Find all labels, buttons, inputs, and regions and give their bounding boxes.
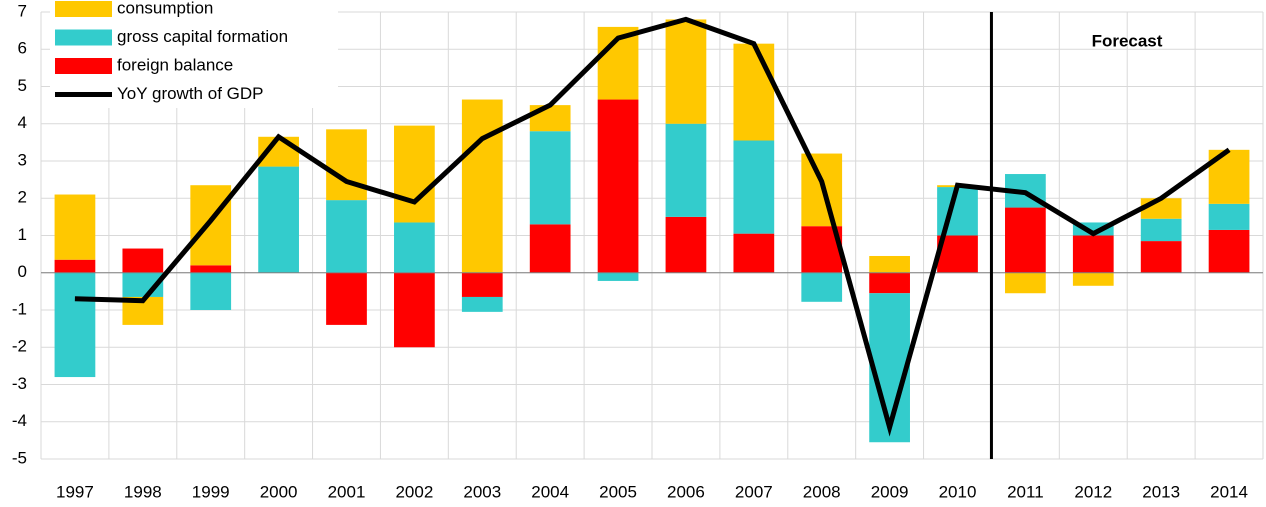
bar <box>1140 241 1182 273</box>
bar <box>326 200 367 273</box>
bar <box>461 99 503 273</box>
legend: consumption gross capital formation foreig… <box>50 0 338 108</box>
x-tick-label: 2011 <box>1007 482 1044 501</box>
annotation: Forecast <box>1092 31 1163 50</box>
bar <box>1072 272 1114 286</box>
bar <box>122 248 164 273</box>
bar <box>54 259 96 273</box>
y-tick-label: -3 <box>12 374 27 393</box>
legend-swatch <box>55 29 112 46</box>
y-tick-label: -2 <box>12 337 27 356</box>
y-tick-label: 4 <box>18 113 27 132</box>
lines <box>74 16 1231 437</box>
x-tick-label: 1998 <box>124 482 162 501</box>
x-tick-label: 1997 <box>56 482 94 501</box>
bar <box>54 194 96 260</box>
axes: -5 -4 -3 -2 -1 0 1 2 3 4 5 6 7 1997 1998 1999 2000 2001 20… <box>12 1 1263 501</box>
x-tick-label: 2014 <box>1210 482 1248 501</box>
bar <box>190 265 232 273</box>
y-tick-label: 2 <box>18 188 27 207</box>
bars <box>54 19 1250 443</box>
bar <box>869 255 910 273</box>
legend-label: consumption <box>117 0 213 17</box>
x-tick-label: 2008 <box>803 482 841 501</box>
bar <box>733 233 775 273</box>
bar <box>869 272 910 294</box>
legend-background <box>50 0 338 108</box>
bar <box>326 129 367 201</box>
bar <box>1005 272 1046 294</box>
legend-label: YoY growth of GDP <box>117 84 263 103</box>
y-tick-label: 5 <box>18 76 27 95</box>
x-tick-label: 1999 <box>192 482 230 501</box>
bar <box>597 99 639 273</box>
bar <box>733 43 775 141</box>
bar <box>54 272 96 378</box>
line <box>74 16 1231 437</box>
bar <box>733 140 775 234</box>
legend-label: gross capital formation <box>117 27 288 46</box>
y-tick-label: 7 <box>18 1 27 20</box>
bar <box>1072 235 1114 273</box>
x-tick-label: 2000 <box>260 482 298 501</box>
bar <box>1208 203 1250 230</box>
bar <box>394 272 435 348</box>
bar <box>1208 229 1250 273</box>
x-tick-label: 2001 <box>328 482 366 501</box>
x-tick-label: 2007 <box>735 482 773 501</box>
y-tick-label: -5 <box>12 448 27 467</box>
y-tick-label: -1 <box>12 299 27 318</box>
bar <box>1005 207 1046 273</box>
bar <box>869 293 910 443</box>
bar <box>801 272 843 302</box>
x-tick-label: 2005 <box>599 482 637 501</box>
bar <box>190 185 232 266</box>
bar <box>394 125 435 223</box>
bar <box>665 216 707 273</box>
bar <box>461 296 503 312</box>
bar <box>190 272 232 310</box>
bar <box>665 19 707 124</box>
legend-label: foreign balance <box>117 55 233 74</box>
y-tick-label: 3 <box>18 150 27 169</box>
x-tick-label: 2012 <box>1074 482 1112 501</box>
x-tick-label: 2006 <box>667 482 705 501</box>
y-tick-label: 6 <box>18 39 27 58</box>
x-tick-label: 2003 <box>463 482 501 501</box>
x-tick-label: 2013 <box>1142 482 1180 501</box>
legend-swatch <box>55 1 112 17</box>
x-tick-label: 2002 <box>395 482 433 501</box>
y-tick-label: -4 <box>12 411 27 430</box>
x-tick-label: 2009 <box>871 482 909 501</box>
x-tick-label: 2010 <box>939 482 977 501</box>
bar <box>326 272 367 325</box>
bar <box>529 131 571 225</box>
y-tick-label: 1 <box>18 225 27 244</box>
bar <box>597 272 639 281</box>
bar <box>529 105 571 132</box>
bar <box>258 166 299 273</box>
bar <box>1140 218 1182 242</box>
bar <box>665 123 707 217</box>
x-tick-label: 2004 <box>531 482 569 501</box>
legend-swatch <box>55 58 112 74</box>
bar <box>461 272 503 297</box>
bar <box>529 224 571 273</box>
y-tick-label: 0 <box>18 262 27 281</box>
bar <box>394 222 435 273</box>
